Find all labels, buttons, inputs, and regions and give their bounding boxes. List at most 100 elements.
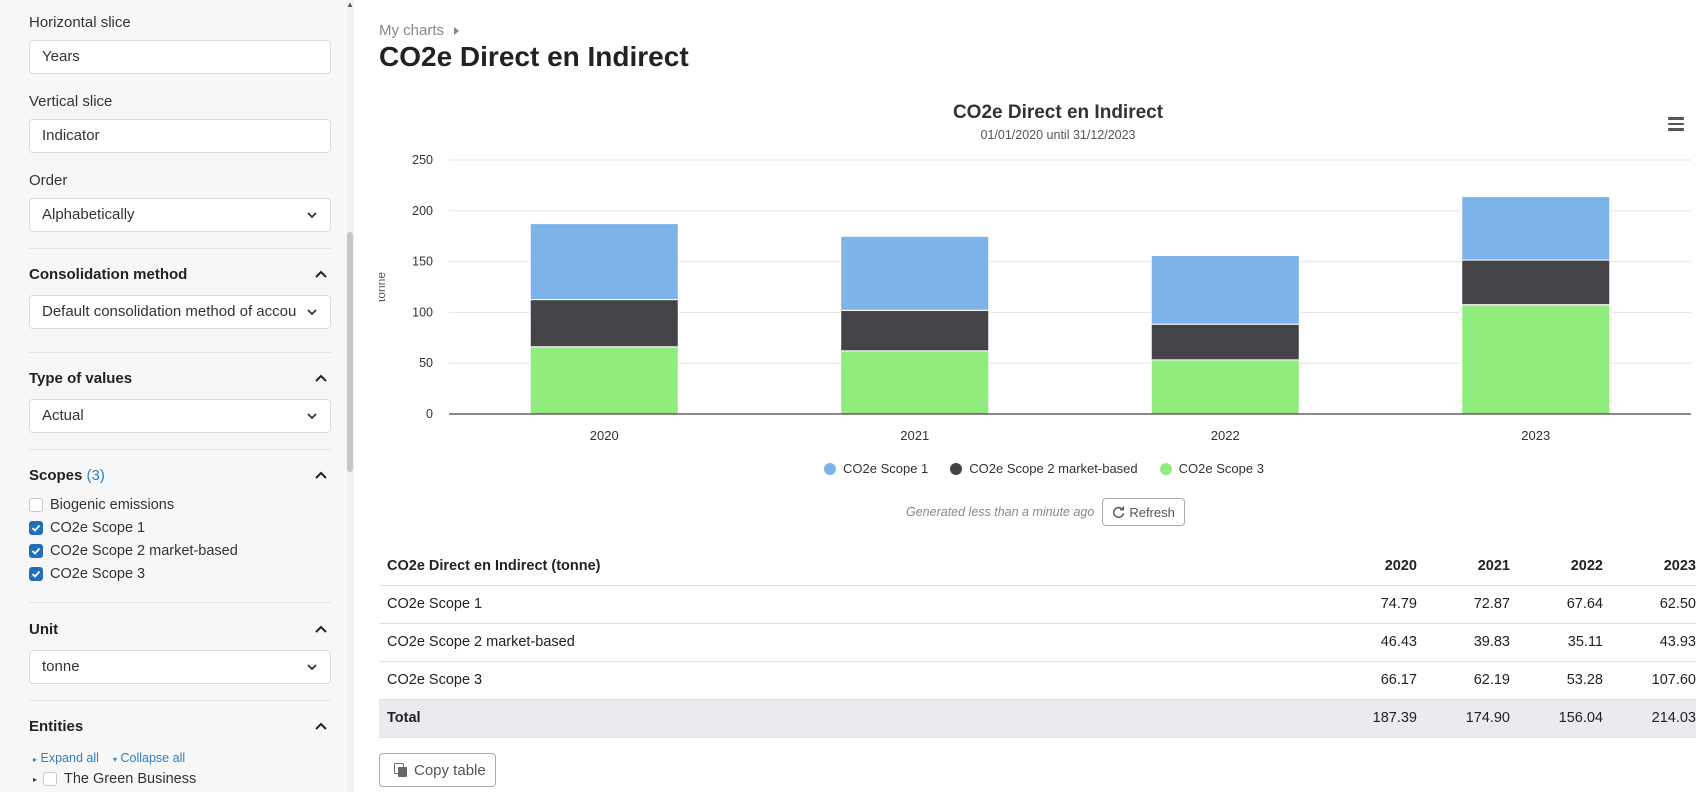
order-select[interactable]: Alphabetically	[29, 198, 331, 232]
copy-table-label: Copy table	[414, 761, 486, 779]
table-cell: 107.60	[1603, 661, 1696, 700]
collapse-all-link[interactable]: ▾ Collapse all	[113, 751, 185, 765]
table-cell: 35.11	[1510, 623, 1603, 662]
divider	[29, 352, 331, 353]
entity-checkbox[interactable]	[43, 772, 58, 786]
refresh-label: Refresh	[1129, 504, 1175, 520]
expand-all-label: Expand all	[40, 751, 99, 765]
divider	[29, 700, 331, 701]
table-header-title: CO2e Direct en Indirect (tonne)	[379, 547, 1324, 586]
scope-label: CO2e Scope 1	[50, 520, 146, 536]
chevron-down-icon	[307, 664, 317, 671]
type-of-values-select[interactable]: Actual	[29, 399, 331, 433]
page-title: CO2e Direct en Indirect	[379, 41, 689, 72]
scroll-up-arrow-icon[interactable]: ▲	[346, 0, 354, 9]
bar-segment	[1150, 359, 1300, 415]
chevron-up-icon[interactable]	[313, 621, 329, 637]
check-icon	[31, 547, 41, 555]
row-label: CO2e Scope 1	[379, 585, 1324, 624]
scope-option[interactable]: Biogenic emissions	[29, 497, 174, 513]
total-cell: 174.90	[1417, 699, 1510, 738]
scope-checkbox[interactable]	[29, 521, 43, 535]
type-of-values-title: Type of values	[29, 370, 133, 387]
settings-sidebar: Horizontal slice Years Vertical slice In…	[0, 0, 345, 792]
chevron-up-icon[interactable]	[313, 467, 329, 483]
y-tick-label: 50	[419, 356, 433, 370]
sidebar-scroll-thumb[interactable]	[347, 232, 353, 472]
total-cell: 187.39	[1324, 699, 1417, 738]
stacked-bar-chart: CO2e Direct en Indirect 01/01/2020 until …	[374, 102, 1691, 443]
table-row: CO2e Scope 2 market-based 46.43 39.83 35…	[379, 623, 1696, 662]
bar-segment	[529, 346, 679, 415]
scope-label: CO2e Scope 3	[50, 566, 146, 582]
y-tick-label: 150	[412, 255, 433, 269]
scope-label: Biogenic emissions	[50, 497, 175, 513]
horizontal-slice-input[interactable]: Years	[29, 40, 331, 74]
entity-row[interactable]: ▸ The Green Business	[33, 771, 196, 787]
scope-option[interactable]: CO2e Scope 2 market-based	[29, 543, 238, 559]
copy-table-button[interactable]: Copy table	[379, 753, 496, 787]
scopes-title-text: Scopes	[29, 467, 83, 484]
x-tick-label: 2022	[1211, 428, 1240, 443]
check-icon	[31, 524, 41, 532]
divider	[29, 602, 331, 603]
refresh-button[interactable]: Refresh	[1102, 498, 1185, 526]
caret-right-icon: ▸	[33, 755, 38, 764]
bar-segment	[1461, 259, 1611, 306]
vertical-slice-input[interactable]: Indicator	[29, 119, 331, 153]
table-cell: 72.87	[1417, 585, 1510, 624]
data-table: CO2e Direct en Indirect (tonne) 2020 202…	[379, 547, 1696, 738]
table-cell: 62.50	[1603, 585, 1696, 624]
consolidation-method-value: Default consolidation method of accou	[29, 295, 331, 329]
order-label: Order	[29, 172, 68, 189]
generated-text: Generated less than a minute ago	[906, 505, 1095, 519]
table-cell: 62.19	[1417, 661, 1510, 700]
chart-menu-icon[interactable]	[1668, 117, 1684, 131]
chart-title: CO2e Direct en Indirect	[953, 102, 1164, 123]
bar-segment	[840, 235, 990, 311]
breadcrumb-my-charts[interactable]: My charts	[379, 22, 445, 39]
bar-segment	[529, 299, 679, 348]
caret-down-icon: ▾	[113, 755, 118, 764]
bar-segment	[1150, 323, 1300, 361]
row-label: CO2e Scope 2 market-based	[379, 623, 1324, 662]
chevron-down-icon	[307, 413, 317, 420]
table-cell: 39.83	[1417, 623, 1510, 662]
chevron-up-icon[interactable]	[313, 266, 329, 282]
caret-right-icon[interactable]: ▸	[33, 774, 38, 784]
unit-select[interactable]: tonne	[29, 650, 331, 684]
table-cell: 74.79	[1324, 585, 1417, 624]
unit-title: Unit	[29, 621, 59, 638]
entity-label: The Green Business	[64, 771, 197, 787]
bar-segment	[1461, 304, 1611, 415]
chart-subtitle: 01/01/2020 until 31/12/2023	[981, 128, 1136, 142]
expand-all-link[interactable]: ▸ Expand all	[33, 751, 99, 765]
legend-item[interactable]: CO2e Scope 1	[824, 461, 928, 476]
y-tick-label: 250	[412, 153, 433, 167]
consolidation-method-select[interactable]: Default consolidation method of accou	[29, 295, 331, 329]
legend-label: CO2e Scope 2 market-based	[969, 461, 1138, 476]
bar-segment	[1461, 196, 1611, 261]
check-icon	[31, 570, 41, 578]
scopes-title: Scopes (3)	[29, 467, 105, 484]
scope-option[interactable]: CO2e Scope 3	[29, 566, 145, 582]
scope-checkbox[interactable]	[29, 567, 43, 581]
y-tick-label: 0	[426, 407, 433, 421]
legend-item[interactable]: CO2e Scope 2 market-based	[950, 461, 1138, 476]
table-row: CO2e Scope 1 74.79 72.87 67.64 62.50	[379, 585, 1696, 624]
entities-title: Entities	[29, 718, 84, 735]
table-header-year: 2020	[1324, 547, 1417, 586]
chevron-up-icon[interactable]	[313, 718, 329, 734]
table-header-row: CO2e Direct en Indirect (tonne) 2020 202…	[379, 547, 1696, 586]
table-cell: 43.93	[1603, 623, 1696, 662]
bar-segment	[840, 350, 990, 415]
scope-checkbox[interactable]	[29, 498, 43, 512]
consolidation-method-title: Consolidation method	[29, 266, 188, 283]
chevron-up-icon[interactable]	[313, 370, 329, 386]
scope-option[interactable]: CO2e Scope 1	[29, 520, 145, 536]
table-cell: 67.64	[1510, 585, 1603, 624]
table-header-year: 2023	[1603, 547, 1696, 586]
vertical-slice-label: Vertical slice	[29, 93, 113, 110]
legend-item[interactable]: CO2e Scope 3	[1159, 461, 1264, 476]
scope-checkbox[interactable]	[29, 544, 43, 558]
